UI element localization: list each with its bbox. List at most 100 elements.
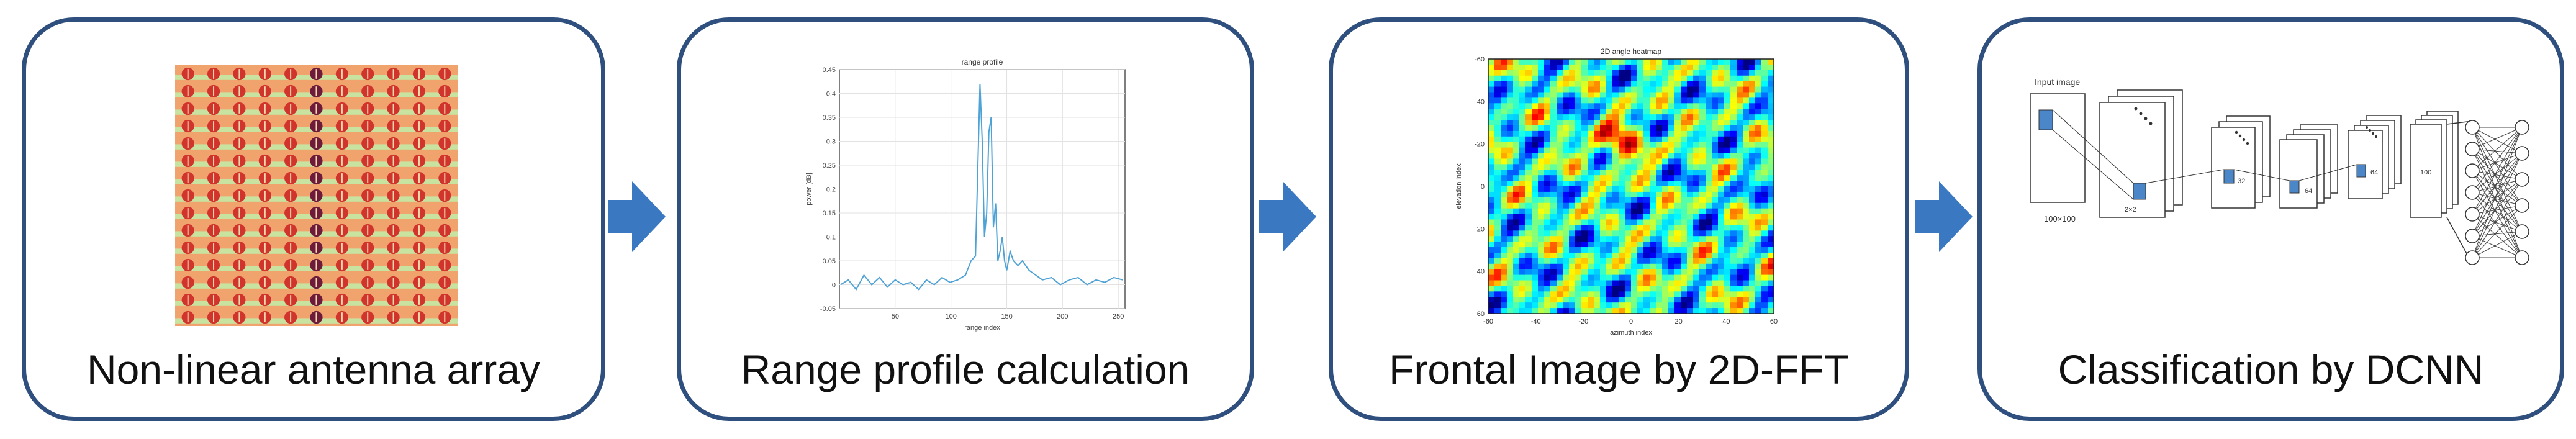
heatmap-cell [1538,86,1545,93]
heatmap-cell [1569,297,1576,303]
heatmap-cell [1662,158,1669,165]
heatmap-cell [1768,258,1774,265]
heatmap-cell [1550,197,1557,204]
heatmap-cell [1768,308,1774,314]
heatmap-cell [1600,208,1607,215]
heatmap-cell [1581,164,1588,170]
heatmap-cell [1761,158,1768,165]
heatmap-cell [1718,302,1725,309]
heatmap-cell [1681,147,1688,154]
heatmap-cell [1513,208,1520,215]
heatmap-cell [1737,191,1743,198]
heatmap-cell [1674,158,1681,165]
y-tick-label: -40 [1475,98,1485,106]
heatmap-cell [1687,153,1694,160]
heatmap-cell [1674,186,1681,192]
heatmap-cell [1706,114,1712,120]
heatmap-cell [1575,142,1582,148]
heatmap-cell [1594,258,1601,265]
heatmap-cell [1674,230,1681,237]
heatmap-cell [1712,308,1719,314]
heatmap-cell [1643,202,1650,209]
heatmap-cell [1761,142,1768,148]
heatmap-cell [1749,92,1756,98]
heatmap-cell [1519,258,1526,265]
heatmap-cell [1557,269,1563,276]
heatmap-cell [1606,274,1613,281]
heatmap-cell [1588,230,1594,237]
heatmap-cell [1557,202,1563,209]
heatmap-cell [1501,219,1507,225]
heatmap-cell [1501,147,1507,154]
heatmap-cell [1581,125,1588,132]
heatmap-cell [1619,297,1625,303]
heatmap-cell [1501,186,1507,192]
heatmap-cell [1631,230,1638,237]
heatmap-cell [1761,247,1768,253]
heatmap-cell [1687,175,1694,181]
heatmap-cell [1637,214,1644,220]
fc-neuron [2465,163,2480,178]
heatmap-cell [1631,291,1638,297]
heatmap-cell [1712,64,1719,71]
heatmap-cell [1724,130,1731,137]
heatmap-cell [1761,208,1768,215]
heatmap-cell [1724,86,1731,93]
heatmap-cell [1761,263,1768,270]
heatmap-cell [1737,114,1743,120]
fc-connection [2472,170,2523,206]
heatmap-cell [1581,175,1588,181]
heatmap-cell [1656,175,1663,181]
heatmap-cell [1494,258,1501,265]
heatmap-cell [1674,291,1681,297]
heatmap-cell [1687,197,1694,204]
heatmap-cell [1494,70,1501,76]
heatmap-cell [1687,247,1694,253]
heatmap-cell [1563,120,1570,126]
heatmap-cell [1681,186,1688,192]
heatmap-cell [1575,291,1582,297]
heatmap-cell [1501,286,1507,292]
heatmap-cell [1637,269,1644,276]
heatmap-cell [1681,164,1688,170]
heatmap-cell [1525,170,1532,176]
heatmap-cell [1557,81,1563,88]
heatmap-cell [1513,202,1520,209]
heatmap-cell [1699,242,1706,248]
heatmap-cell [1668,280,1675,287]
heatmap-cell [1625,208,1632,215]
heatmap-cell [1606,175,1613,181]
heatmap-cell [1538,302,1545,309]
heatmap-cell [1681,142,1688,148]
heatmap-cell [1681,103,1688,109]
heatmap-cell [1557,302,1563,309]
heatmap-cell [1513,181,1520,187]
heatmap-cell [1538,70,1545,76]
heatmap-cell [1650,297,1656,303]
heatmap-cell [1550,280,1557,287]
fc-connection [2472,179,2523,237]
heatmap-cell [1606,75,1613,82]
heatmap-cell [1681,109,1688,115]
heatmap-cell [1619,236,1625,242]
heatmap-cell [1606,263,1613,270]
heatmap-cell [1643,181,1650,187]
heatmap-cell [1687,263,1694,270]
heatmap-cell [1631,158,1638,165]
heatmap-cell [1718,130,1725,137]
heatmap-cell [1755,92,1762,98]
heatmap-cell [1550,86,1557,93]
heatmap-cell [1668,291,1675,297]
heatmap-cell [1749,147,1756,154]
heatmap-cell [1687,164,1694,170]
heatmap-cell [1681,81,1688,88]
heatmap-cell [1761,291,1768,297]
heatmap-cell [1501,202,1507,209]
heatmap-cell [1637,191,1644,198]
heatmap-cell [1557,274,1563,281]
heatmap-cell [1594,147,1601,154]
heatmap-cell [1637,286,1644,292]
heatmap-cell [1569,70,1576,76]
fc-neuron [2465,229,2480,243]
heatmap-cell [1501,142,1507,148]
